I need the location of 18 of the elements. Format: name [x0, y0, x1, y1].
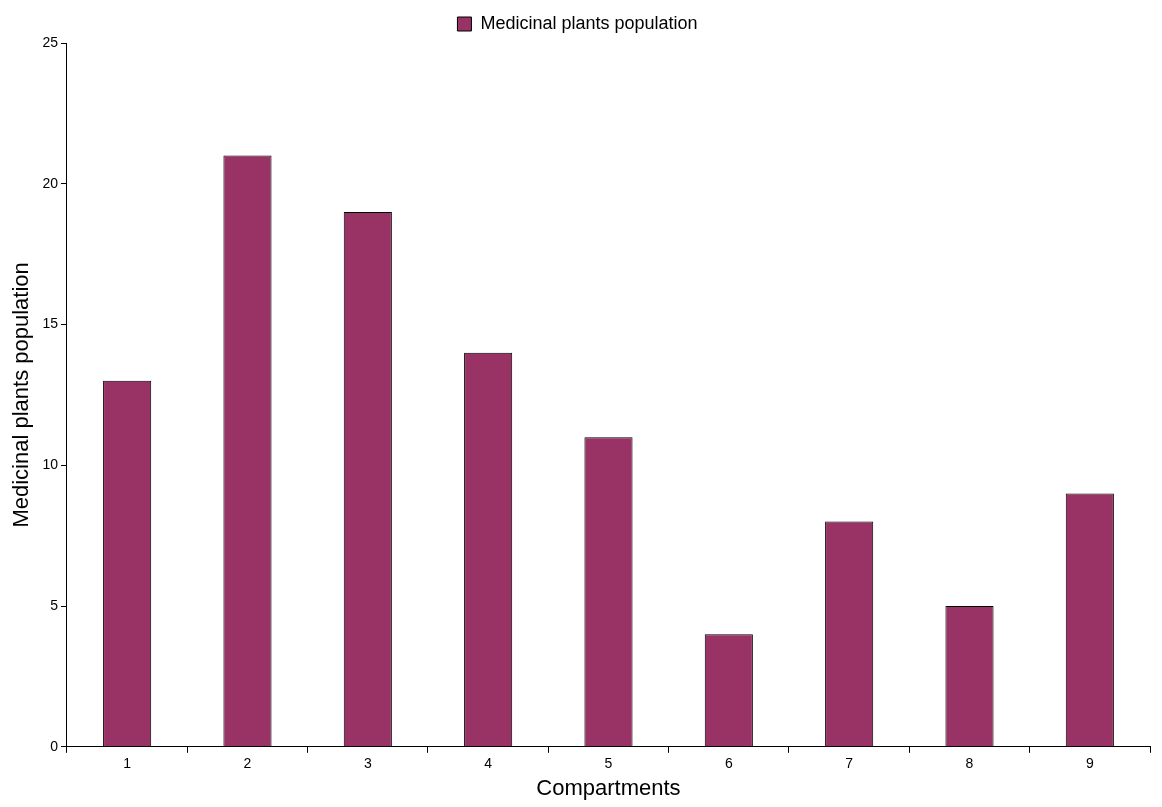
- x-tick-label: 4: [484, 755, 493, 772]
- x-tick-label: 9: [1085, 755, 1094, 772]
- x-tick-label: 3: [363, 755, 372, 772]
- x-tick-label: 8: [965, 755, 974, 772]
- y-tick-label: 25: [42, 33, 59, 50]
- x-tick-label: 5: [604, 755, 613, 772]
- y-tick-label: 20: [42, 174, 59, 191]
- y-tick-label: 0: [50, 737, 59, 754]
- legend-label: Medicinal plants population: [480, 12, 698, 33]
- y-axis-title: Medicinal plants population: [8, 262, 34, 528]
- y-tick-label: 15: [42, 315, 59, 332]
- x-tick-label: 1: [123, 755, 132, 772]
- x-tick-label: 7: [845, 755, 854, 772]
- x-tick-label: 2: [243, 755, 252, 772]
- x-axis-title: Compartments: [536, 774, 681, 800]
- y-tick-label: 10: [42, 456, 59, 473]
- y-tick-label: 5: [50, 596, 59, 613]
- x-tick-label: 6: [724, 755, 733, 772]
